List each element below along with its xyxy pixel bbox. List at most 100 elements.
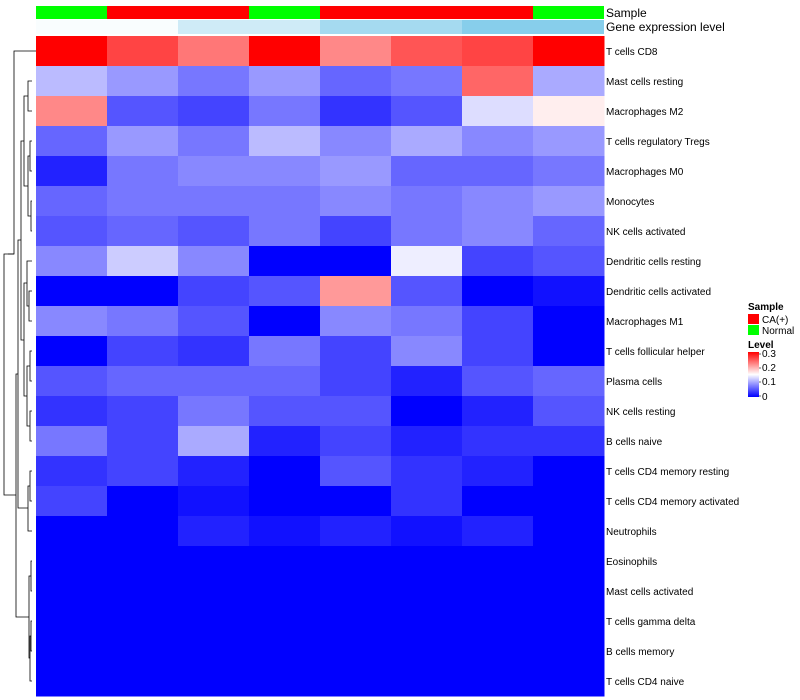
expression-annot-cell (320, 20, 391, 34)
heatmap-cell (36, 606, 108, 637)
heatmap-cell (462, 246, 534, 277)
heatmap-cell (462, 66, 534, 97)
heatmap-cell (462, 456, 534, 487)
heatmap-cell (107, 186, 179, 217)
heatmap-cell (533, 636, 605, 667)
row-label: T cells CD4 memory activated (606, 497, 739, 508)
heatmap-cell (249, 456, 321, 487)
heatmap-cell (462, 666, 534, 697)
row-label: T cells follicular helper (606, 347, 705, 358)
heatmap-cell (462, 366, 534, 397)
heatmap-cell (320, 426, 392, 457)
heatmap-cell (249, 156, 321, 187)
heatmap-cell (320, 306, 392, 337)
heatmap-cell (533, 456, 605, 487)
heatmap-cell (36, 306, 108, 337)
legend-label-ca: CA(+) (762, 315, 788, 326)
sample-annotation-label: Sample (606, 6, 647, 20)
heatmap-cell (249, 66, 321, 97)
row-label: Plasma cells (606, 377, 662, 388)
heatmap-cell (320, 276, 392, 307)
heatmap-cell (36, 216, 108, 247)
heatmap-cell (178, 516, 250, 547)
row-label: Macrophages M1 (606, 317, 684, 328)
heatmap-cell (178, 66, 250, 97)
heatmap-cell (391, 576, 463, 607)
legend: Sample CA(+) Normal Level 0.3 0.2 0.1 0 (748, 302, 794, 403)
row-label: NK cells activated (606, 227, 685, 238)
heatmap-cell (533, 246, 605, 277)
dendrogram-branch (26, 260, 32, 307)
row-label: Macrophages M2 (606, 107, 684, 118)
row-label: Mast cells resting (606, 77, 683, 88)
dendrogram-branch (30, 560, 32, 592)
heatmap-cell (533, 396, 605, 427)
heatmap-cell (320, 186, 392, 217)
row-label: Macrophages M0 (606, 167, 684, 178)
heatmap-cell (178, 486, 250, 517)
heatmap-cell (36, 486, 108, 517)
heatmap-cell (320, 666, 392, 697)
dendrogram-branch (30, 200, 32, 232)
heatmap-cell (249, 666, 321, 697)
dendrogram-branch (29, 140, 32, 172)
heatmap-cell (391, 276, 463, 307)
heatmap-cell (107, 216, 179, 247)
heatmap-cell (391, 186, 463, 217)
heatmap-cell (533, 426, 605, 457)
row-label: NK cells resting (606, 407, 675, 418)
heatmap-cell (391, 126, 463, 157)
heatmap-cell (178, 336, 250, 367)
expression-annot-cell (36, 20, 107, 34)
heatmap-cell (462, 306, 534, 337)
heatmap-cell (320, 576, 392, 607)
row-label: T cells CD8 (606, 47, 658, 58)
expression-annot-cell (391, 20, 462, 34)
legend-label-normal: Normal (762, 326, 794, 337)
heatmap-cell (462, 36, 534, 67)
sample-annot-cell (462, 6, 533, 19)
dendrogram-branch (29, 410, 32, 442)
expression-annot-cell (178, 20, 249, 34)
heatmap-cell (462, 546, 534, 577)
dendrogram-branch (15, 373, 29, 618)
heatmap-cell (320, 486, 392, 517)
heatmap-cell (391, 66, 463, 97)
expression-annot-cell (462, 20, 533, 34)
heatmap-cell (249, 486, 321, 517)
heatmap-cell (391, 486, 463, 517)
heatmap-cell (107, 576, 179, 607)
row-label: B cells naive (606, 437, 663, 448)
row-label: Dendritic cells activated (606, 287, 711, 298)
heatmap-cell (107, 636, 179, 667)
heatmap-cell (178, 306, 250, 337)
row-label: Dendritic cells resting (606, 257, 701, 268)
heatmap-cell (533, 126, 605, 157)
heatmap-cell (107, 336, 179, 367)
gene-expression-annotation-label: Gene expression level (606, 20, 725, 34)
heatmap-cell (533, 66, 605, 97)
sample-annot-cell (320, 6, 391, 19)
row-label: B cells memory (606, 647, 674, 658)
dendrogram-branch (26, 365, 30, 427)
heatmap-cell (178, 606, 250, 637)
legend-swatch-normal (748, 325, 759, 335)
heatmap-cell (391, 306, 463, 337)
heatmap-cell (391, 366, 463, 397)
heatmap-cell (533, 366, 605, 397)
heatmap-cell (249, 546, 321, 577)
heatmap-cell (533, 486, 605, 517)
heatmap-cell (107, 396, 179, 427)
heatmap-cell (320, 36, 392, 67)
heatmap-cell (462, 96, 534, 127)
heatmap-cell (462, 396, 534, 427)
legend-swatch-ca (748, 314, 759, 324)
row-label: T cells gamma delta (606, 617, 696, 628)
heatmap-cell (320, 126, 392, 157)
heatmap-cell (107, 96, 179, 127)
heatmap-cell (462, 186, 534, 217)
heatmap-cell (36, 366, 108, 397)
heatmap-cell (462, 576, 534, 607)
heatmap-cell (391, 96, 463, 127)
dendrogram-branch (28, 290, 32, 322)
